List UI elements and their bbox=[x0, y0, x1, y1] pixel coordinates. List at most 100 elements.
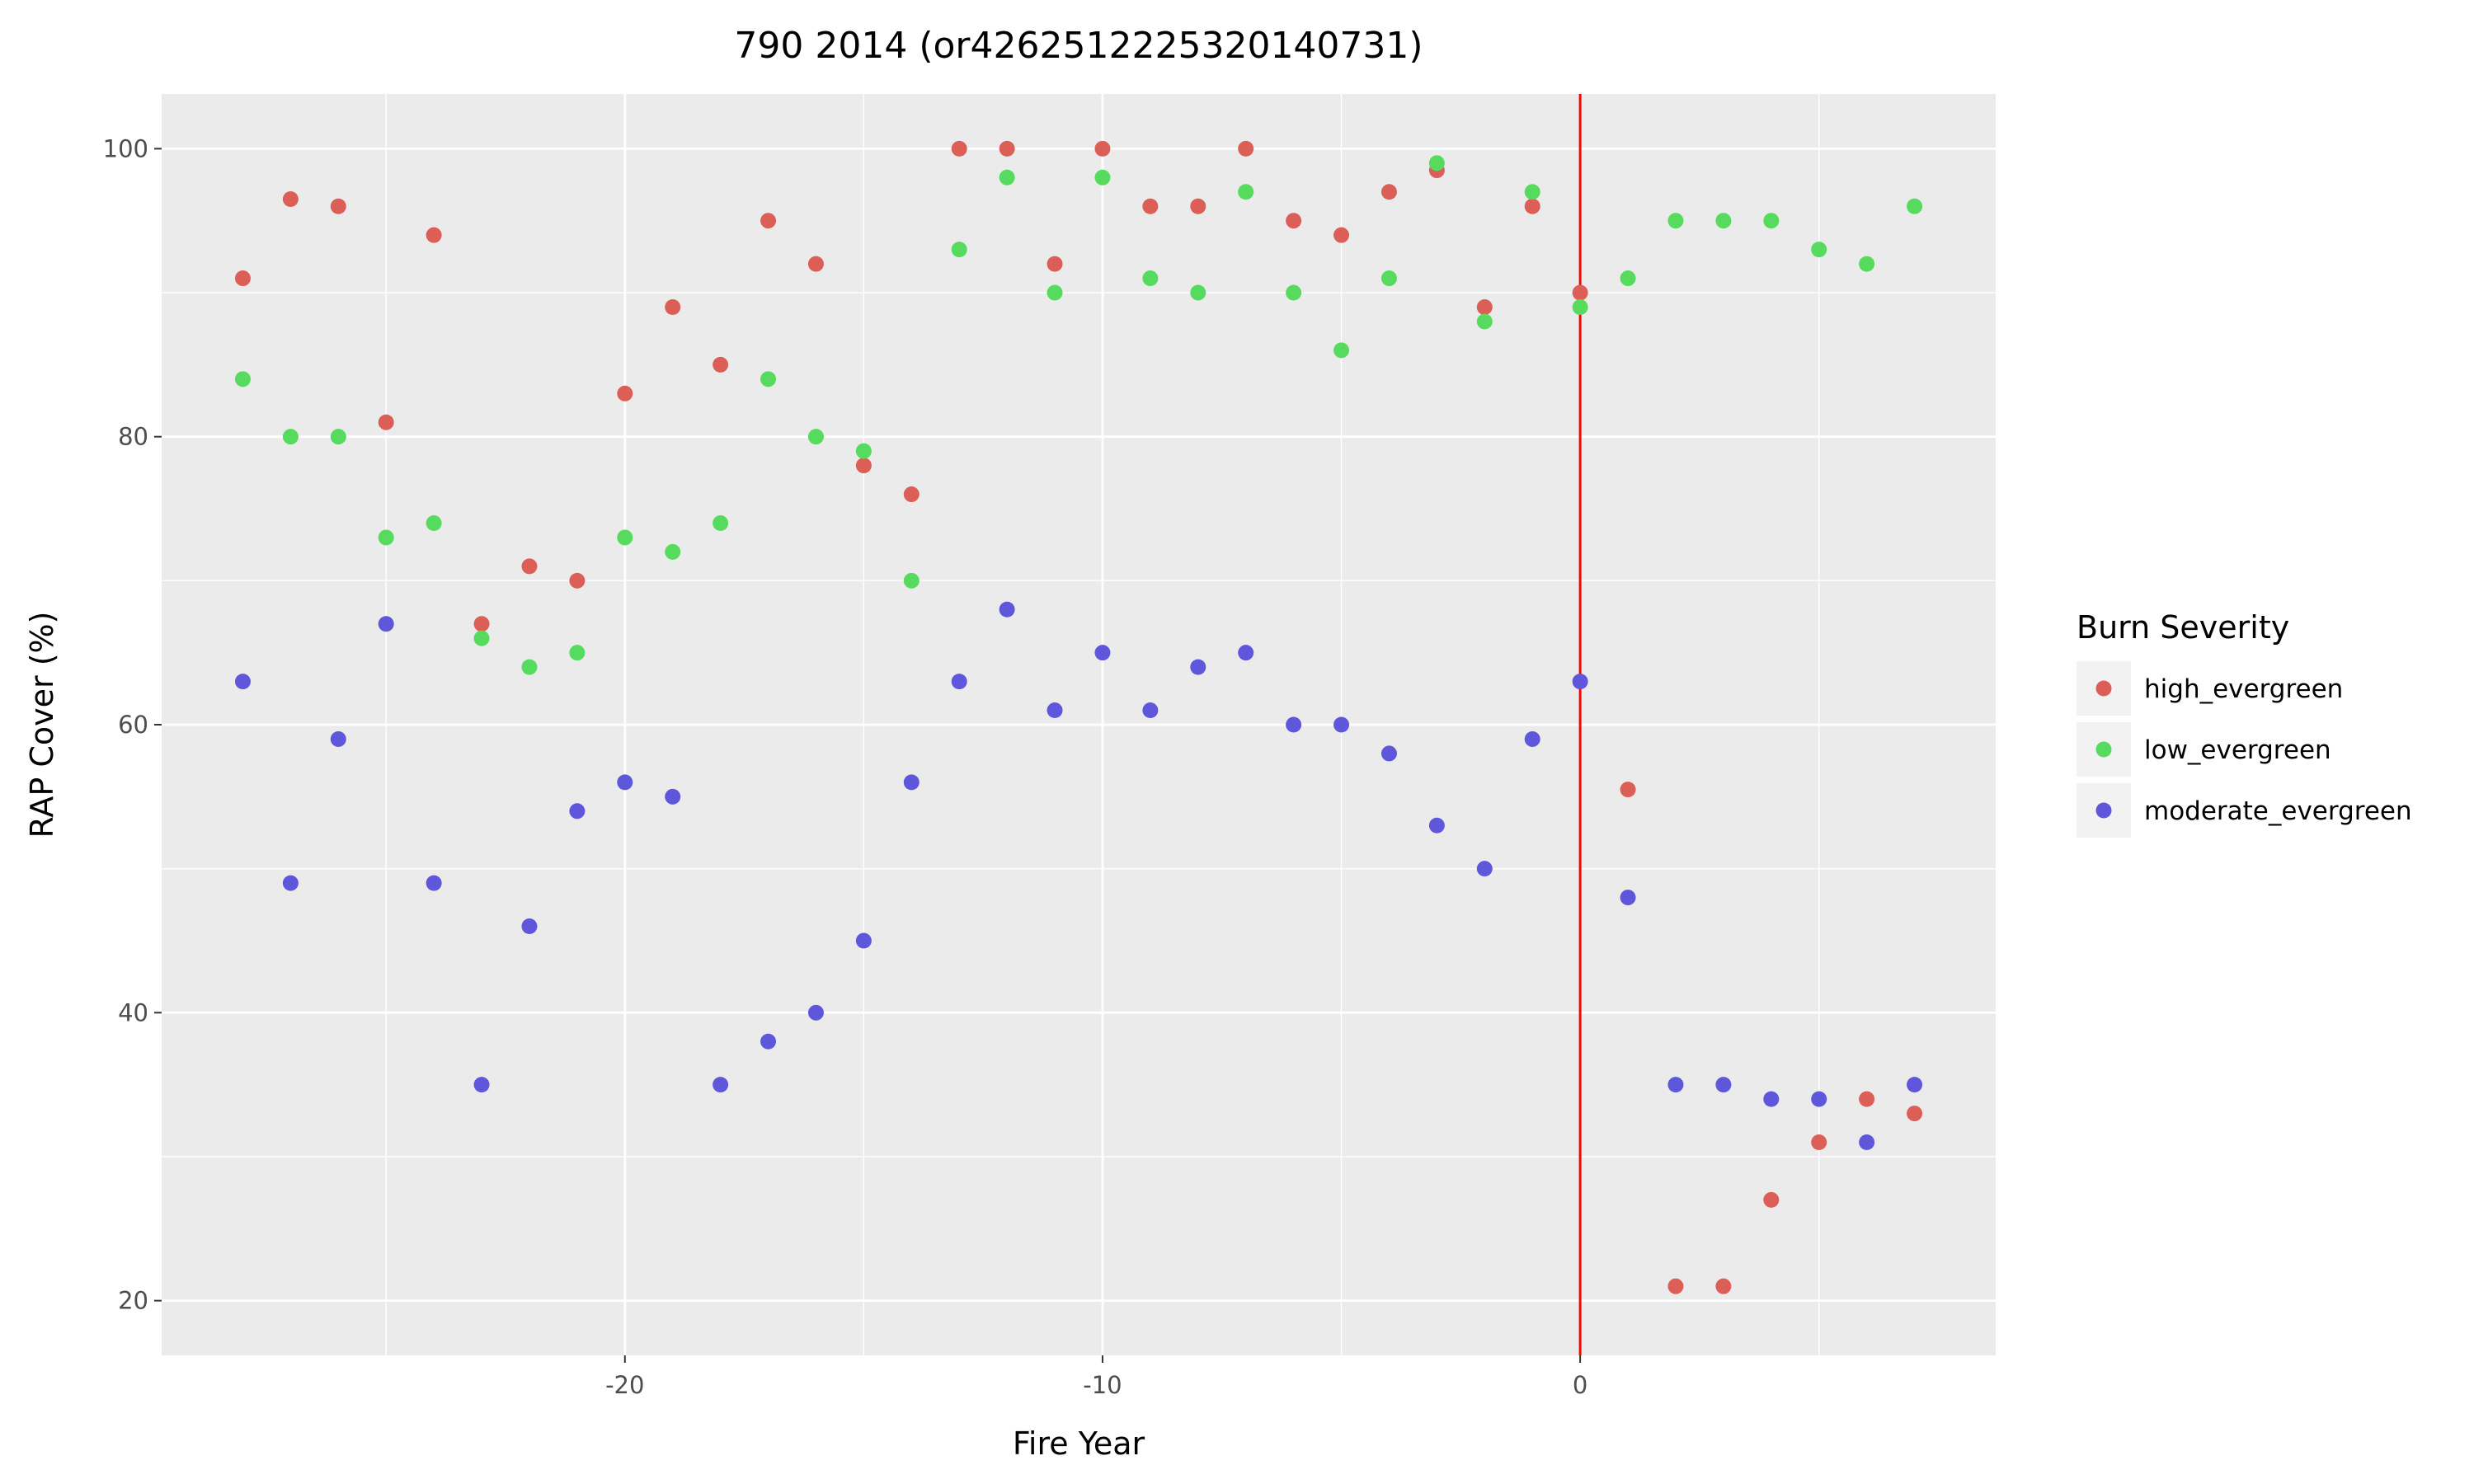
data-point-moderate-evergreen bbox=[330, 730, 346, 747]
data-point-low-evergreen bbox=[855, 443, 872, 459]
x-tick-label: 0 bbox=[1573, 1371, 1587, 1399]
data-point-moderate-evergreen bbox=[521, 918, 538, 935]
data-point-low-evergreen bbox=[999, 169, 1015, 186]
data-point-high-evergreen bbox=[951, 140, 967, 157]
data-point-low-evergreen bbox=[1238, 184, 1254, 200]
data-point-low-evergreen bbox=[1142, 270, 1159, 287]
data-point-high-evergreen bbox=[1715, 1278, 1732, 1294]
data-point-low-evergreen bbox=[1667, 213, 1684, 229]
data-point-high-evergreen bbox=[617, 385, 633, 402]
data-point-high-evergreen bbox=[1763, 1191, 1780, 1208]
chart-title: 790 2014 (or4262512225320140731) bbox=[734, 25, 1423, 67]
data-point-high-evergreen bbox=[1620, 782, 1636, 798]
x-axis-ticks: -20 -10 0 bbox=[605, 1355, 1587, 1399]
y-axis-ticks: 20 40 60 80 100 bbox=[103, 134, 162, 1315]
data-point-high-evergreen bbox=[1667, 1278, 1684, 1294]
data-point-low-evergreen bbox=[1333, 342, 1350, 359]
data-point-high-evergreen bbox=[807, 256, 824, 272]
data-point-low-evergreen bbox=[760, 371, 777, 387]
data-point-high-evergreen bbox=[1476, 298, 1493, 315]
data-point-low-evergreen bbox=[426, 514, 442, 531]
data-point-low-evergreen bbox=[951, 242, 967, 258]
data-point-high-evergreen bbox=[521, 558, 538, 575]
data-point-high-evergreen bbox=[1286, 213, 1302, 229]
legend-label: moderate_evergreen bbox=[2144, 796, 2412, 826]
data-point-high-evergreen bbox=[1142, 198, 1159, 214]
data-point-moderate-evergreen bbox=[807, 1004, 824, 1021]
data-point-high-evergreen bbox=[330, 198, 346, 214]
data-point-moderate-evergreen bbox=[473, 1077, 490, 1093]
legend-title: Burn Severity bbox=[2077, 609, 2289, 646]
data-point-moderate-evergreen bbox=[1811, 1091, 1827, 1107]
x-axis-title: Fire Year bbox=[1013, 1425, 1145, 1462]
data-point-low-evergreen bbox=[1380, 270, 1397, 287]
data-point-low-evergreen bbox=[330, 429, 346, 445]
data-point-moderate-evergreen bbox=[1142, 702, 1159, 719]
data-point-high-evergreen bbox=[903, 486, 920, 503]
data-point-moderate-evergreen bbox=[1094, 645, 1111, 661]
data-point-low-evergreen bbox=[1763, 213, 1780, 229]
data-point-high-evergreen bbox=[999, 140, 1015, 157]
data-point-low-evergreen bbox=[1428, 155, 1445, 171]
data-point-moderate-evergreen bbox=[903, 774, 920, 791]
data-point-moderate-evergreen bbox=[1763, 1091, 1780, 1107]
data-point-moderate-evergreen bbox=[617, 774, 633, 791]
data-point-high-evergreen bbox=[426, 227, 442, 243]
data-point-moderate-evergreen bbox=[1572, 674, 1588, 690]
y-axis-title: RAP Cover (%) bbox=[24, 612, 60, 838]
x-tick-label: -20 bbox=[605, 1371, 644, 1399]
data-point-high-evergreen bbox=[665, 298, 681, 315]
data-point-high-evergreen bbox=[1380, 184, 1397, 200]
legend-swatch bbox=[2095, 741, 2112, 758]
data-point-high-evergreen bbox=[1238, 140, 1254, 157]
data-point-moderate-evergreen bbox=[760, 1033, 777, 1050]
data-point-moderate-evergreen bbox=[665, 788, 681, 805]
data-point-low-evergreen bbox=[1859, 256, 1875, 272]
y-tick-label: 20 bbox=[118, 1287, 148, 1315]
data-point-high-evergreen bbox=[1094, 140, 1111, 157]
data-point-high-evergreen bbox=[1333, 227, 1350, 243]
data-point-high-evergreen bbox=[473, 616, 490, 632]
legend-swatch bbox=[2095, 680, 2112, 697]
data-point-moderate-evergreen bbox=[426, 875, 442, 891]
data-point-high-evergreen bbox=[378, 414, 394, 430]
data-point-moderate-evergreen bbox=[855, 932, 872, 949]
data-point-moderate-evergreen bbox=[1333, 716, 1350, 733]
data-point-low-evergreen bbox=[1715, 213, 1732, 229]
data-point-low-evergreen bbox=[1476, 313, 1493, 330]
data-point-high-evergreen bbox=[760, 213, 777, 229]
data-point-low-evergreen bbox=[713, 514, 729, 531]
data-point-low-evergreen bbox=[807, 429, 824, 445]
legend-items: high_evergreen low_evergreen moderate_ever… bbox=[2077, 661, 2412, 838]
data-point-moderate-evergreen bbox=[1715, 1077, 1732, 1093]
data-point-high-evergreen bbox=[569, 572, 586, 589]
data-point-high-evergreen bbox=[855, 458, 872, 474]
data-point-moderate-evergreen bbox=[1286, 716, 1302, 733]
data-point-low-evergreen bbox=[1811, 242, 1827, 258]
data-point-moderate-evergreen bbox=[378, 616, 394, 632]
data-point-high-evergreen bbox=[1907, 1106, 1923, 1122]
legend: Burn Severity high_evergreen low_evergree… bbox=[2077, 609, 2412, 838]
data-point-low-evergreen bbox=[1524, 184, 1540, 200]
data-point-moderate-evergreen bbox=[1667, 1077, 1684, 1093]
data-point-high-evergreen bbox=[282, 191, 299, 207]
data-point-moderate-evergreen bbox=[1859, 1134, 1875, 1151]
data-point-low-evergreen bbox=[569, 645, 586, 661]
data-point-high-evergreen bbox=[713, 356, 729, 373]
data-point-low-evergreen bbox=[1620, 270, 1636, 287]
data-point-low-evergreen bbox=[903, 572, 920, 589]
legend-label: low_evergreen bbox=[2144, 735, 2331, 765]
data-point-moderate-evergreen bbox=[1476, 861, 1493, 877]
data-point-moderate-evergreen bbox=[951, 674, 967, 690]
data-point-moderate-evergreen bbox=[1524, 730, 1540, 747]
data-point-high-evergreen bbox=[1190, 198, 1206, 214]
data-point-low-evergreen bbox=[1286, 284, 1302, 301]
data-point-moderate-evergreen bbox=[1047, 702, 1063, 719]
data-point-low-evergreen bbox=[282, 429, 299, 445]
data-point-moderate-evergreen bbox=[1380, 745, 1397, 762]
data-points bbox=[234, 140, 1923, 1294]
legend-label: high_evergreen bbox=[2144, 674, 2343, 704]
y-tick-label: 60 bbox=[118, 711, 148, 739]
data-point-high-evergreen bbox=[1047, 256, 1063, 272]
